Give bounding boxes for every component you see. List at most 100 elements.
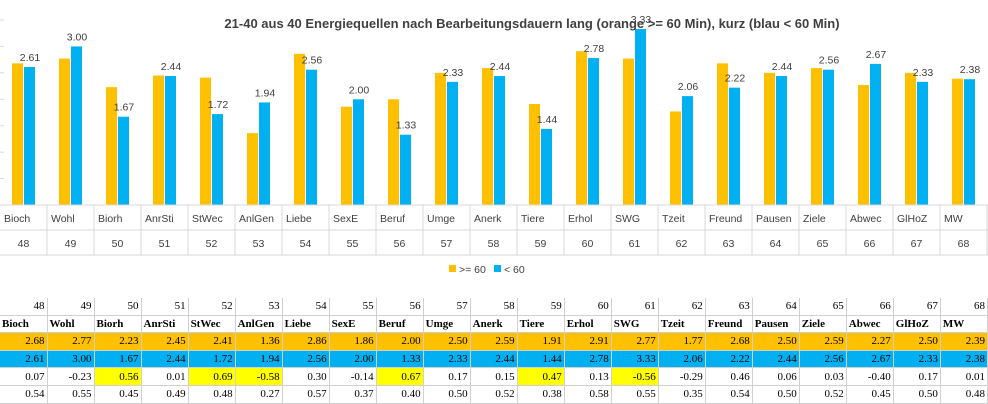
bar-short-Erhol xyxy=(588,58,599,205)
table-cell: 1.94 xyxy=(235,350,283,369)
bar-long-Tiere xyxy=(529,104,540,205)
category-grid xyxy=(0,205,988,256)
table-cell: 63 xyxy=(705,298,753,316)
table-cell: 62 xyxy=(658,298,706,316)
legend: >= 60 < 60 xyxy=(449,264,525,276)
category-number: 49 xyxy=(65,238,77,250)
table-cell: 0.45 xyxy=(846,385,894,404)
category-labels: Bioch 48 Wohl 49 Biorh 50 AnrSti 51 StWec 52 AnlGe… xyxy=(4,213,969,250)
category-label: Erhol xyxy=(568,213,593,225)
table-cell: 0.52 xyxy=(799,385,847,404)
table-cell: 1.33 xyxy=(376,350,424,369)
category-label: StWec xyxy=(192,213,223,225)
table-cell: 0.40 xyxy=(376,385,424,404)
table-cell: 54 xyxy=(282,298,330,316)
table-cell: 49 xyxy=(47,298,95,316)
table-row-numbers: 48 49 50 51 52 53 54 55 56 57 58 59 60 61 62 63 64 65 66 67… xyxy=(0,298,988,316)
bar-short-SexE xyxy=(353,99,364,205)
category-number: 56 xyxy=(394,238,406,250)
table-cell: 57 xyxy=(423,298,471,316)
table-cell: -0.58 xyxy=(235,367,283,386)
table-cell: SWG xyxy=(611,315,659,334)
table-cell: 3.00 xyxy=(47,350,95,369)
category-label: Ziele xyxy=(803,213,826,225)
table-cell: 0.13 xyxy=(564,367,612,386)
data-label: 2.44 xyxy=(772,61,793,73)
bar-short-StWec xyxy=(212,114,223,205)
bar-short-Beruf xyxy=(400,134,411,205)
table-cell: 1.77 xyxy=(658,332,706,351)
data-label: 3.33 xyxy=(631,14,652,26)
data-label: 2.61 xyxy=(20,52,41,64)
legend-swatch-long xyxy=(449,265,456,272)
table-cell: 2.33 xyxy=(423,350,471,369)
table-cell: 2.50 xyxy=(893,332,941,351)
table-cell: 0.46 xyxy=(705,367,753,386)
table-cell: 68 xyxy=(940,298,988,316)
table-cell: 2.06 xyxy=(658,350,706,369)
category-number: 63 xyxy=(723,238,735,250)
category-number: 48 xyxy=(18,238,30,250)
bar-short-GlHoZ xyxy=(917,81,928,205)
bar-long-Umge xyxy=(435,72,446,205)
table-cell: 0.55 xyxy=(611,385,659,404)
table-cell: Liebe xyxy=(282,315,330,334)
data-labels: 2.61 3.00 1.67 2.44 1.72 1.94 2.56 2.00 1.33 2.33… xyxy=(20,14,981,132)
bar-short-Liebe xyxy=(306,69,317,205)
table-cell: 2.41 xyxy=(188,332,236,351)
table-cell: 1.72 xyxy=(188,350,236,369)
category-label: Tiere xyxy=(521,213,545,225)
table-cell: MW xyxy=(940,315,988,334)
category-number: 58 xyxy=(488,238,500,250)
table-cell: 0.17 xyxy=(893,367,941,386)
legend-label-short: < 60 xyxy=(504,264,525,276)
table-cell: 2.86 xyxy=(282,332,330,351)
table-cell: Tiere xyxy=(517,315,565,334)
data-label: 3.00 xyxy=(67,31,88,43)
table-cell: 2.50 xyxy=(423,332,471,351)
bar-long-Anerk xyxy=(482,68,493,205)
series-short-bars xyxy=(24,28,975,206)
data-label: 1.33 xyxy=(396,120,417,132)
bar-short-Abwec xyxy=(870,63,881,205)
table-cell: 60 xyxy=(564,298,612,316)
table-cell: 67 xyxy=(893,298,941,316)
category-label: Freund xyxy=(709,213,742,225)
data-label: 2.44 xyxy=(161,61,182,73)
category-label: Umge xyxy=(427,213,455,225)
data-label: 2.56 xyxy=(819,55,840,67)
category-number: 53 xyxy=(253,238,265,250)
series-long-bars xyxy=(12,51,963,206)
category-label: SexE xyxy=(333,213,358,225)
table-cell: 2.44 xyxy=(752,350,800,369)
bar-long-StWec xyxy=(200,77,211,205)
bar-short-Anerk xyxy=(494,76,505,206)
category-label: Wohl xyxy=(51,213,75,225)
table-cell: Erhol xyxy=(564,315,612,334)
bar-long-MW xyxy=(952,78,963,205)
bar-short-Tiere xyxy=(541,128,552,205)
table-cell: 1.44 xyxy=(517,350,565,369)
bar-short-Tzeit xyxy=(682,96,693,205)
table-cell: Pausen xyxy=(752,315,800,334)
category-label: Bioch xyxy=(4,213,30,225)
bar-long-Biorh xyxy=(106,87,117,205)
table-cell: 65 xyxy=(799,298,847,316)
table-cell: 0.57 xyxy=(282,385,330,404)
table-cell: 2.44 xyxy=(141,350,189,369)
category-label: Anerk xyxy=(474,213,502,225)
data-label: 2.44 xyxy=(490,61,511,73)
table-cell: 0.49 xyxy=(141,385,189,404)
bar-long-Freund xyxy=(717,63,728,205)
table-cell: 0.35 xyxy=(658,385,706,404)
category-number: 65 xyxy=(817,238,829,250)
category-label: AnlGen xyxy=(239,213,274,225)
data-label: 2.00 xyxy=(349,84,370,96)
table-cell: 2.39 xyxy=(940,332,988,351)
category-number: 55 xyxy=(347,238,359,250)
table-cell: -0.29 xyxy=(658,367,706,386)
legend-swatch-short xyxy=(494,265,501,272)
table-cell: 0.52 xyxy=(470,385,518,404)
category-label: SWG xyxy=(615,213,640,225)
table-cell: 0.07 xyxy=(0,367,48,386)
